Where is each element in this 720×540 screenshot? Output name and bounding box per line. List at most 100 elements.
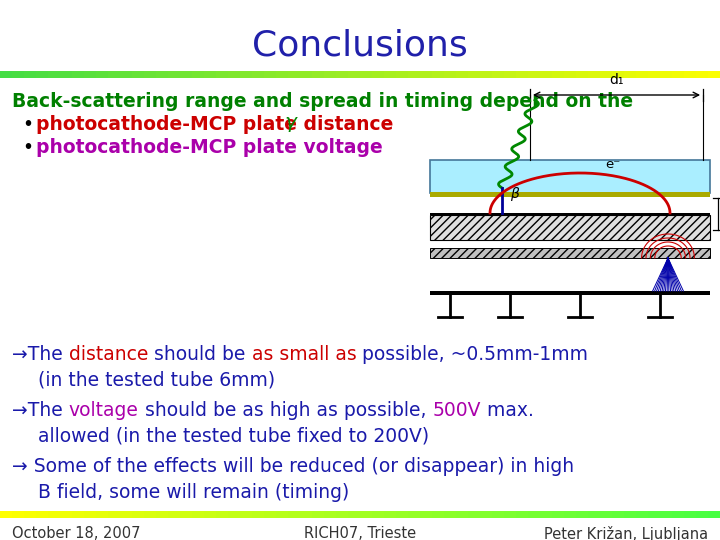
Bar — [36, 71, 49, 78]
Text: →The: →The — [12, 401, 68, 420]
Bar — [24, 511, 37, 518]
Bar — [600, 71, 613, 78]
Bar — [432, 71, 445, 78]
Bar — [72, 71, 85, 78]
Bar — [372, 71, 385, 78]
Bar — [636, 511, 649, 518]
Text: →The: →The — [12, 345, 68, 364]
Bar — [576, 71, 589, 78]
Text: γ: γ — [284, 113, 296, 132]
Bar — [660, 511, 673, 518]
Bar — [204, 71, 217, 78]
Bar — [588, 71, 601, 78]
Bar — [228, 71, 241, 78]
Bar — [528, 71, 541, 78]
Text: → Some of the effects will be reduced (or disappear) in high: → Some of the effects will be reduced (o… — [12, 457, 574, 476]
Bar — [300, 71, 313, 78]
Text: photocathode-MCP plate distance: photocathode-MCP plate distance — [36, 115, 393, 134]
Bar — [564, 511, 577, 518]
Text: •: • — [22, 115, 33, 134]
Text: Peter Križan, Ljubljana: Peter Križan, Ljubljana — [544, 526, 708, 540]
Bar — [528, 511, 541, 518]
Bar — [456, 71, 469, 78]
Bar — [264, 71, 277, 78]
Bar — [396, 511, 409, 518]
Bar — [648, 71, 661, 78]
Bar — [408, 511, 421, 518]
Bar — [288, 511, 301, 518]
Bar — [420, 71, 433, 78]
Bar — [108, 71, 121, 78]
Bar — [516, 71, 529, 78]
Bar — [660, 71, 673, 78]
Bar — [708, 511, 720, 518]
Bar — [312, 511, 325, 518]
Text: voltage: voltage — [68, 401, 139, 420]
Bar — [612, 511, 625, 518]
Bar — [600, 511, 613, 518]
Bar — [430, 192, 710, 197]
Bar — [612, 71, 625, 78]
Bar — [120, 511, 133, 518]
Bar — [480, 511, 493, 518]
Text: 500V: 500V — [432, 401, 481, 420]
Text: RICH07, Trieste: RICH07, Trieste — [304, 526, 416, 540]
Bar — [492, 511, 505, 518]
Bar — [144, 511, 157, 518]
Text: Back-scattering range and spread in timing depend on the: Back-scattering range and spread in timi… — [12, 92, 633, 111]
Bar — [384, 71, 397, 78]
Bar — [480, 71, 493, 78]
Bar — [288, 71, 301, 78]
Bar — [430, 291, 710, 295]
Bar — [252, 71, 265, 78]
Bar — [360, 511, 373, 518]
Bar — [588, 511, 601, 518]
Bar — [24, 71, 37, 78]
Bar — [564, 71, 577, 78]
Bar — [696, 71, 709, 78]
Text: distance: distance — [68, 345, 148, 364]
Bar — [264, 511, 277, 518]
Bar — [108, 511, 121, 518]
Text: possible, ~0.5mm-1mm: possible, ~0.5mm-1mm — [356, 345, 588, 364]
Bar — [252, 511, 265, 518]
Bar — [672, 71, 685, 78]
Bar — [624, 511, 637, 518]
Bar — [0, 511, 13, 518]
Bar — [372, 511, 385, 518]
Text: should be: should be — [148, 345, 251, 364]
Bar — [430, 248, 710, 258]
Text: d₁: d₁ — [609, 73, 624, 87]
Text: max.: max. — [481, 401, 534, 420]
Text: allowed (in the tested tube fixed to 200V): allowed (in the tested tube fixed to 200… — [38, 427, 429, 446]
Bar — [144, 71, 157, 78]
Bar — [540, 511, 553, 518]
Text: (in the tested tube 6mm): (in the tested tube 6mm) — [38, 371, 275, 390]
Bar — [12, 511, 25, 518]
Bar — [708, 71, 720, 78]
Bar — [60, 511, 73, 518]
Bar — [432, 511, 445, 518]
Bar — [672, 511, 685, 518]
Bar — [360, 71, 373, 78]
Bar — [492, 71, 505, 78]
Bar — [180, 511, 193, 518]
Bar — [228, 511, 241, 518]
Bar — [516, 511, 529, 518]
Bar — [430, 213, 710, 215]
Bar — [48, 511, 61, 518]
Bar — [168, 71, 181, 78]
Bar — [430, 215, 710, 240]
Bar — [684, 71, 697, 78]
Bar — [240, 511, 253, 518]
Text: photocathode-MCP plate voltage: photocathode-MCP plate voltage — [36, 138, 383, 157]
Bar — [192, 71, 205, 78]
Bar — [72, 511, 85, 518]
Bar — [468, 511, 481, 518]
Bar — [504, 71, 517, 78]
Bar — [540, 71, 553, 78]
Bar — [456, 511, 469, 518]
Bar — [348, 71, 361, 78]
Bar — [324, 71, 337, 78]
Bar — [408, 71, 421, 78]
